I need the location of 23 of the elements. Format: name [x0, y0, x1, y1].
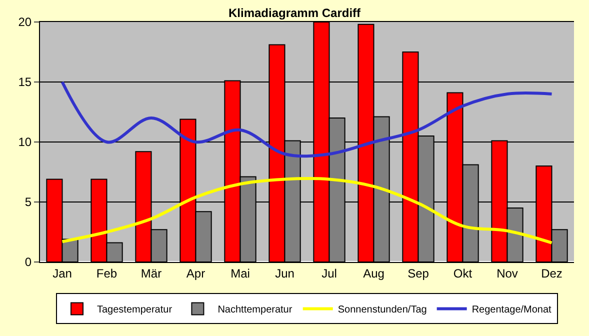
y-tick-label: 20	[18, 15, 32, 30]
y-tick-label: 10	[18, 135, 32, 150]
legend-label: Sonnenstunden/Tag	[338, 304, 427, 316]
x-tick-label: Mär	[140, 266, 162, 280]
line-series	[60, 176, 554, 244]
legend-label: Tagestemperatur	[97, 304, 173, 316]
x-tick-label: Aug	[363, 266, 384, 280]
chart-title: Klimadiagramm Cardiff	[228, 6, 362, 20]
x-tick-label: Jan	[52, 266, 72, 280]
y-tick-label: 0	[24, 255, 32, 270]
x-tick-label: Dez	[541, 266, 562, 280]
x-tick-label: Apr	[186, 266, 206, 280]
legend-label: Regentage/Monat	[472, 304, 552, 316]
x-tick-label: Nov	[496, 266, 518, 280]
y-tick-label: 5	[24, 195, 32, 210]
x-tick-label: Jul	[322, 266, 337, 280]
x-tick-label: Feb	[96, 266, 118, 280]
x-tick-label: Sep	[408, 266, 430, 280]
legend-label: Nachttemperatur	[218, 304, 293, 316]
x-tick-label: Jun	[275, 266, 294, 280]
x-tick-label: Okt	[453, 266, 473, 280]
x-tick-label: Mai	[230, 266, 250, 280]
y-tick-label: 15	[18, 75, 32, 90]
